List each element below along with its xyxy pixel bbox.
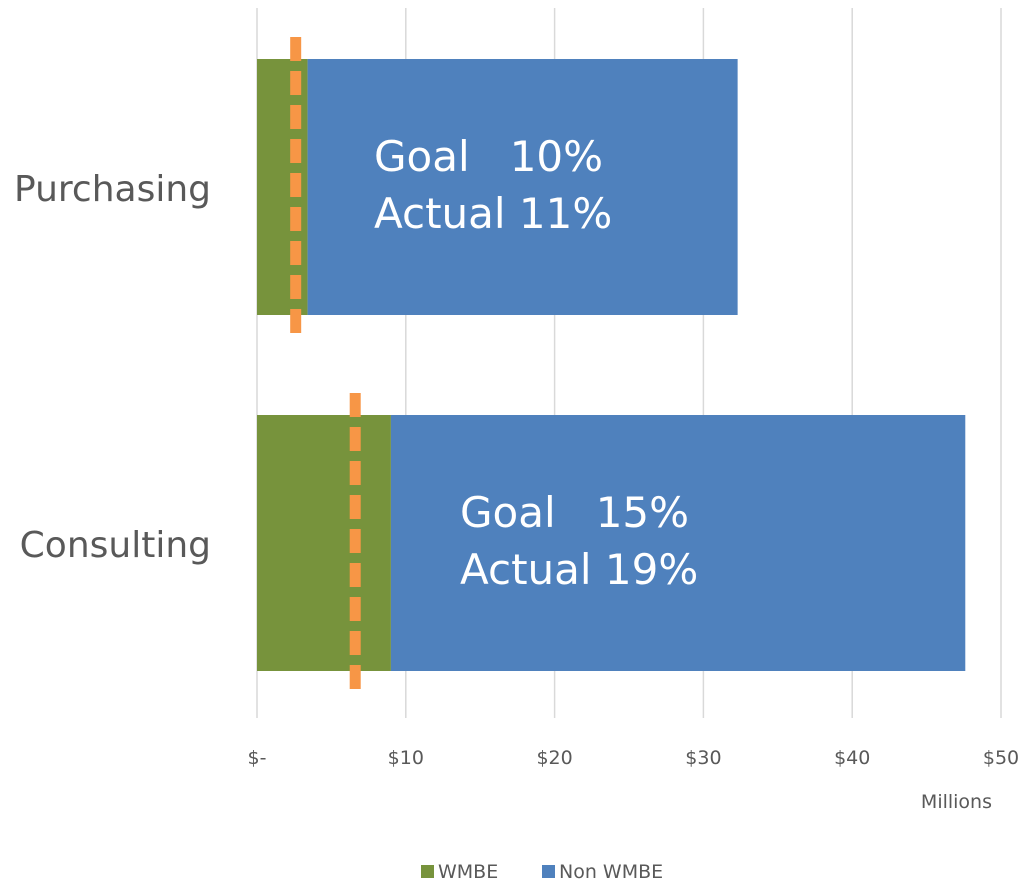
x-tick-label: $10 [388,747,424,769]
goal-markers [290,37,361,699]
legend-swatch[interactable] [542,865,555,878]
legend[interactable]: WMBE Non WMBE [421,861,663,883]
x-tick-labels: $- $10 $20 $30 $40 $50 [248,747,1020,769]
legend-label[interactable]: Non WMBE [559,861,663,883]
category-label: Purchasing [14,169,211,210]
bar-non-wmbe[interactable] [390,415,966,671]
legend-label[interactable]: WMBE [438,861,498,883]
annotation-goal: Goal 10% [374,132,603,181]
annotation-actual: Actual 19% [460,545,698,594]
category-label: Consulting [20,525,211,566]
x-tick-label: $50 [983,747,1019,769]
x-tick-label: $40 [834,747,870,769]
x-unit-label: Millions [921,791,992,813]
x-tick-label: $30 [685,747,721,769]
annotation-actual: Actual 11% [374,189,612,238]
bar-wmbe[interactable] [257,415,391,671]
legend-swatch[interactable] [421,865,434,878]
bar-annotations: Goal 10% Actual 11% Goal 15% Actual 19% [374,132,698,594]
bar-non-wmbe[interactable] [307,59,738,315]
bars [257,59,966,671]
x-tick-label: $- [248,747,267,769]
x-tick-label: $20 [536,747,572,769]
category-labels: Purchasing Consulting [14,169,211,566]
annotation-goal: Goal 15% [460,488,689,537]
